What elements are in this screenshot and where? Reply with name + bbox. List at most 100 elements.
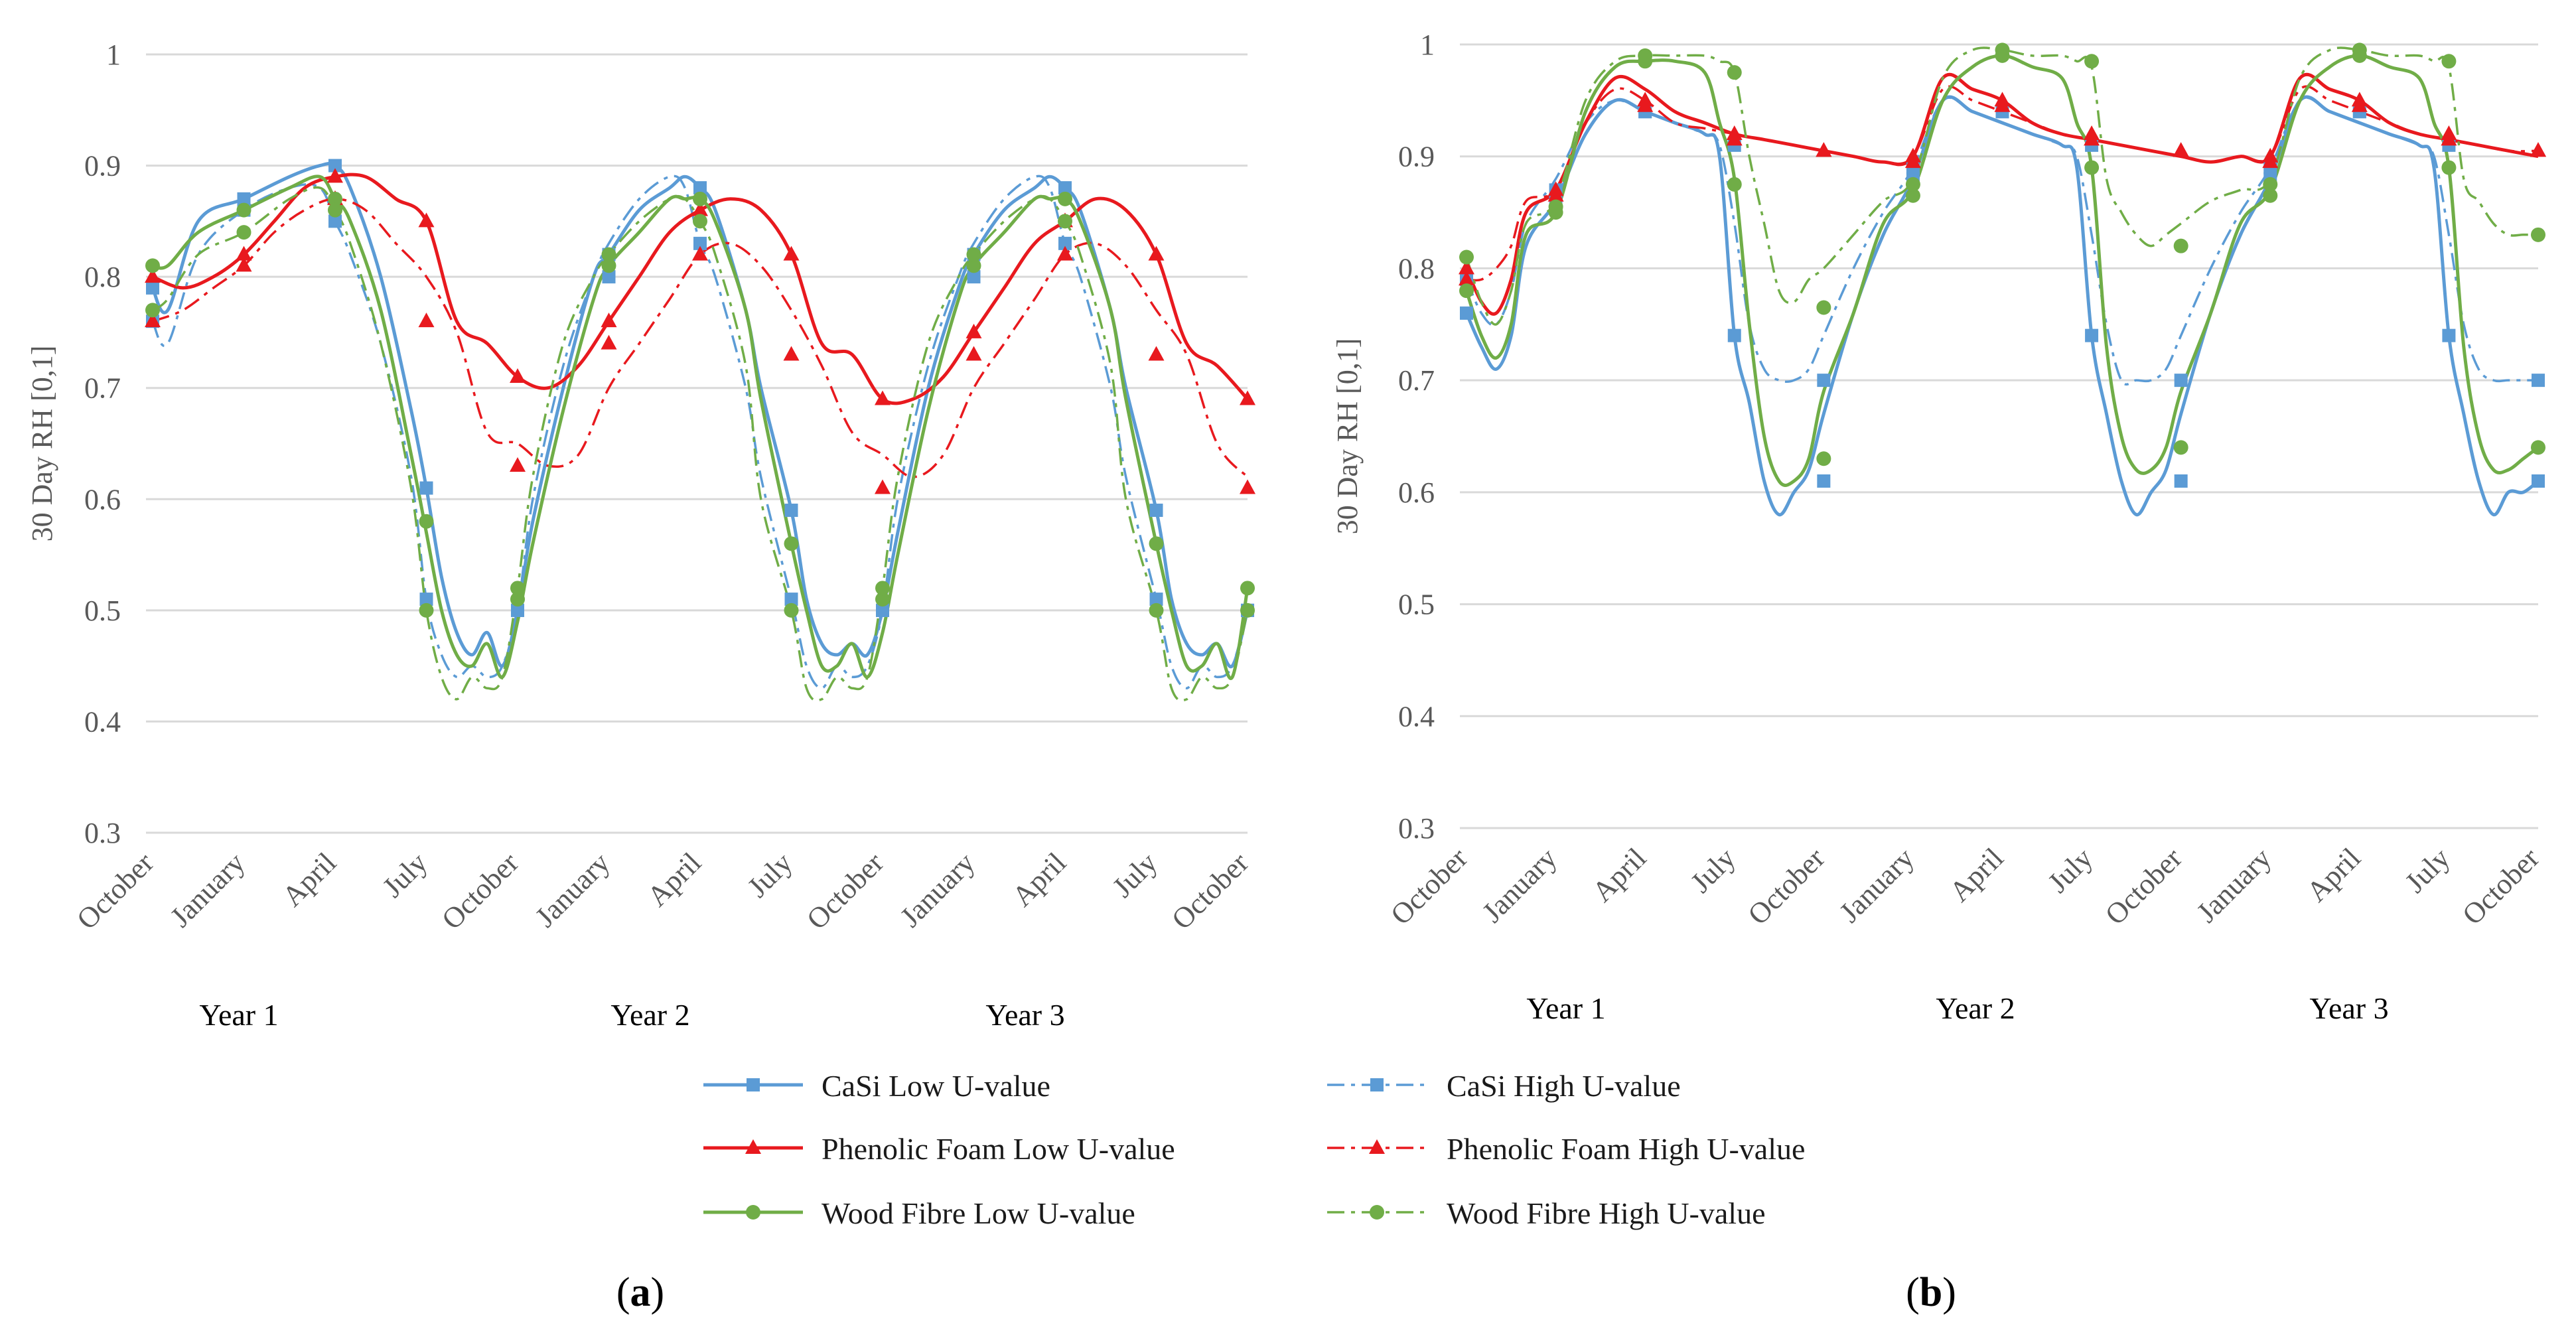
year-label-b-0: Year 1 [1526,991,1605,1025]
marker-a-casi-high-3 [419,593,433,606]
marker-a-phen-high-1 [236,257,252,272]
marker-b-wood-low-8 [2173,440,2188,455]
marker-b-phen-high-3 [1726,131,1743,146]
marker-a-phen-high-3 [418,313,435,328]
marker-b-phen-high-6 [1994,97,2011,112]
marker-a-wood-low-2 [328,191,342,206]
legend-label-casi-low: CaSi Low U-value [822,1069,1050,1103]
marker-a-casi-low-6 [693,181,707,195]
y-tick-label-a-1: 0.4 [84,705,121,738]
marker-a-wood-high-5 [601,247,616,262]
y-tick-label-a-4: 0.7 [84,372,121,405]
y-tick-label-a-7: 1 [106,38,121,71]
legend-item-wood-low: Wood Fibre Low U-value [703,1196,1135,1230]
marker-a-phen-low-8 [875,390,891,405]
panel-caption-b: (b) [1906,1270,1956,1315]
marker-b-phen-low-0 [1459,259,1474,275]
marker-b-wood-low-0 [1459,283,1474,299]
year-label-a-0: Year 1 [199,998,278,1032]
marker-b-phen-high-12 [2530,142,2546,157]
y-tick-label-b-1: 0.4 [1398,700,1435,733]
marker-b-wood-high-2 [1638,48,1653,63]
marker-a-phen-high-8 [875,479,891,494]
marker-a-phen-low-12 [1240,390,1255,405]
marker-b-casi-low-11 [2442,328,2456,342]
marker-b-wood-low-5 [1905,188,1920,203]
marker-a-casi-low-1 [237,192,251,206]
marker-a-wood-low-0 [145,258,160,273]
marker-a-wood-high-8 [875,581,890,596]
marker-a-wood-high-12 [1240,602,1255,618]
marker-b-casi-low-12 [2532,474,2545,488]
legend-item-wood-high: Wood Fibre High U-value [1327,1196,1765,1230]
series-line-b-wood-low [1465,54,2540,487]
legend-label-wood-high: Wood Fibre High U-value [1447,1196,1765,1230]
marker-b-phen-high-11 [2441,131,2457,146]
marker-a-wood-low-5 [601,258,616,273]
marker-b-wood-low-7 [2084,160,2100,175]
y-tick-label-a-0: 0.3 [84,817,121,849]
legend-label-wood-low: Wood Fibre Low U-value [822,1196,1135,1230]
marker-b-phen-high-1 [1547,186,1564,202]
series-line-a-wood-high [151,186,1249,702]
marker-a-phen-low-9 [966,323,982,338]
marker-a-casi-low-7 [784,504,798,518]
legend-swatch-marker [1370,1078,1384,1091]
marker-a-phen-high-4 [510,457,526,472]
marker-b-wood-high-6 [1995,42,2010,58]
y-axis-label-b: 30 Day RH [0,1] [1331,338,1364,535]
marker-a-phen-high-7 [783,346,800,361]
legend-item-phenolic-high: Phenolic Foam High U-value [1327,1132,1805,1166]
marker-b-wood-high-5 [1905,176,1920,192]
marker-a-casi-high-2 [328,214,342,228]
marker-a-casi-high-11 [1149,593,1163,606]
marker-b-casi-low-3 [1727,328,1741,342]
marker-a-casi-low-0 [146,281,159,295]
marker-b-wood-high-8 [2173,238,2188,253]
marker-a-phen-high-0 [145,313,161,328]
marker-b-wood-low-9 [2263,188,2278,203]
marker-a-casi-high-7 [784,593,798,606]
marker-a-wood-high-11 [1149,602,1164,618]
marker-a-casi-low-10 [1058,181,1072,195]
marker-a-phen-low-6 [692,201,708,216]
y-tick-label-b-2: 0.5 [1398,589,1435,621]
marker-b-casi-high-12 [2532,374,2545,387]
marker-b-wood-high-11 [2441,54,2457,69]
legend-swatch-marker [747,1078,760,1091]
panel-caption-a: (a) [616,1270,664,1315]
legend-swatch-marker [1369,1139,1385,1154]
marker-b-wood-low-12 [2531,440,2545,455]
legend-swatch-marker [1370,1205,1384,1220]
y-tick-label-b-4: 0.7 [1398,364,1435,397]
year-label-b-1: Year 2 [1936,991,2015,1025]
marker-a-wood-low-4 [510,592,525,607]
legend-swatch-wood-low [703,1205,803,1220]
marker-b-phen-high-7 [2084,131,2100,146]
marker-b-phen-high-5 [1904,153,1921,169]
marker-b-casi-low-8 [2174,474,2188,488]
marker-a-wood-high-6 [693,214,707,229]
legend-label-phenolic-high: Phenolic Foam High U-value [1447,1132,1805,1166]
marker-b-wood-high-10 [2352,42,2367,58]
marker-a-wood-low-3 [419,514,434,529]
panel-caption-b-letter: b [1920,1270,1942,1315]
marker-a-phen-low-2 [327,168,343,183]
marker-a-wood-low-1 [236,202,251,218]
legend-swatch-phenolic-high [1327,1139,1427,1154]
year-label-b-2: Year 3 [2309,991,2388,1025]
year-label-a-2: Year 3 [985,998,1064,1032]
marker-a-phen-low-0 [145,268,161,283]
legend-swatch-casi-low [703,1078,803,1091]
marker-a-phen-high-6 [692,246,708,261]
marker-a-wood-low-10 [1058,191,1072,206]
marker-a-wood-high-0 [145,303,160,318]
legend-item-casi-low: CaSi Low U-value [703,1069,1050,1103]
marker-a-phen-high-9 [966,346,982,361]
marker-b-phen-high-9 [2262,153,2279,169]
legend-item-phenolic-low: Phenolic Foam Low U-value [703,1132,1175,1166]
legend-swatch-phenolic-low [703,1139,803,1154]
legend-swatch-marker [745,1139,761,1154]
series-line-a-casi-high [151,175,1249,689]
